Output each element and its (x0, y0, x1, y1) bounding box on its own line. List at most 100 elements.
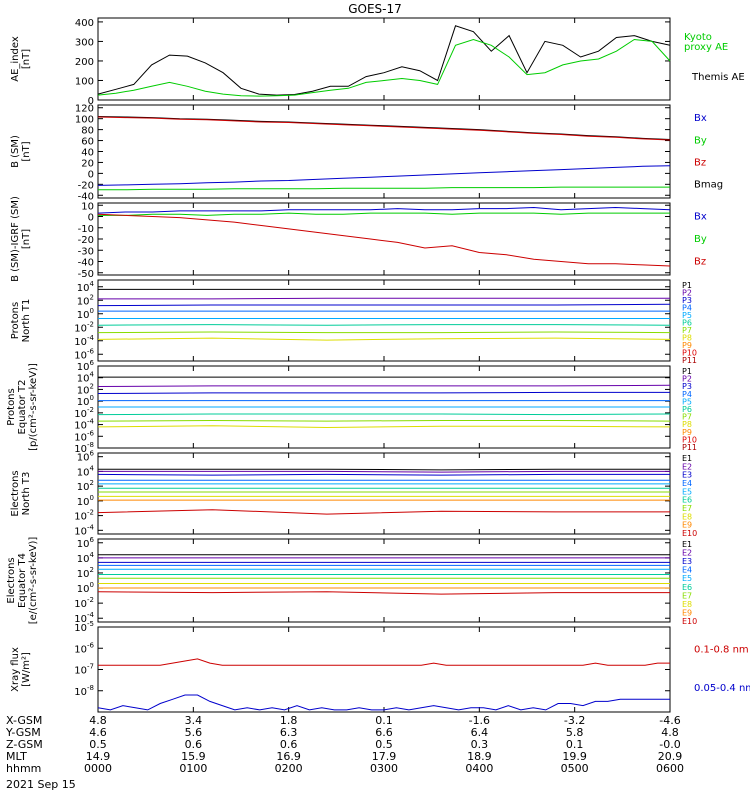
y-axis-label: North T3 (21, 472, 32, 516)
legend-entry: P8 (682, 420, 692, 429)
panel-frame (97, 626, 671, 713)
y-tick-label: -40 (78, 258, 94, 269)
legend-entry: E9 (682, 521, 692, 530)
ephemeris-value: 17.9 (372, 750, 397, 763)
y-tick-label: 10-6 (74, 641, 94, 655)
y-tick-label: 200 (75, 57, 94, 68)
ephemeris-value: 0100 (179, 762, 207, 775)
y-tick-label: 10-4 (74, 334, 94, 348)
y-tick-label: 102 (77, 293, 94, 307)
legend-entry: P7 (682, 326, 692, 335)
y-tick-label: 106 (77, 359, 95, 373)
y-axis-label: [nT] (21, 229, 32, 249)
series-line-1 (98, 468, 670, 471)
ephemeris-value: -4.6 (659, 714, 680, 727)
legend-entry: P10 (682, 349, 697, 358)
legend-entry: P8 (682, 334, 692, 343)
y-tick-label: 20 (81, 158, 94, 169)
legend-entry: P11 (682, 356, 697, 365)
series-line-1 (98, 658, 670, 666)
legend-entry: E6 (682, 583, 692, 592)
ephemeris-value: 5.8 (566, 726, 584, 739)
legend-entry: 0.05-0.4 nm (694, 683, 750, 694)
panel-8: 10-8 10-7 10-6 10-5 Xray flux [W/m²] 0.1-0.8 n… (10, 620, 750, 713)
y-tick-label: -50 (78, 269, 94, 280)
legend-entry: P11 (682, 443, 697, 452)
y-tick-label: 10 (81, 201, 94, 212)
y-tick-label: 102 (77, 566, 94, 580)
ephemeris-value: 6.4 (471, 726, 489, 739)
panel-frame (97, 279, 671, 362)
ephemeris-value: 19.9 (562, 750, 587, 763)
legend-entry: P6 (682, 319, 692, 328)
legend-entry: E10 (682, 617, 697, 626)
y-tick-label: 104 (77, 280, 95, 294)
y-tick-label: 10-5 (74, 620, 94, 634)
legend-entry: Bx (694, 211, 707, 222)
series-line-6 (97, 413, 671, 416)
date-label: 2021 Sep 15 (6, 778, 76, 791)
legend-entry: P7 (682, 413, 692, 422)
legend-entry: By (694, 135, 707, 146)
y-tick-label: 0 (88, 96, 94, 107)
ephemeris-row-label: X-GSM (6, 714, 42, 727)
y-tick-label: 10-8 (74, 441, 94, 455)
ephemeris-row-label: Z-GSM (6, 738, 43, 751)
ephemeris-table: X-GSMY-GSMZ-GSMMLThhmm4.84.60.514.900003… (5, 714, 684, 775)
panel-frame (97, 452, 671, 535)
y-tick-label: 102 (77, 382, 94, 396)
y-axis-label: [e/(cm²-s-sr-keV)] (28, 537, 39, 625)
ephemeris-value: 0.5 (375, 738, 393, 751)
y-tick-label: 10-8 (74, 684, 94, 698)
legend-entry: P6 (682, 405, 692, 414)
legend-entry: P3 (682, 296, 692, 305)
y-tick-label: 104 (77, 371, 95, 385)
ephemeris-value: 4.8 (661, 726, 679, 739)
series-line-3 (97, 213, 671, 267)
ephemeris-row-label: hhmm (6, 762, 41, 775)
y-axis-label: Protons (10, 302, 21, 339)
series-line-1 (97, 25, 671, 96)
series-line-1 (97, 116, 671, 140)
series-line-8 (97, 337, 671, 341)
y-tick-label: 106 (77, 450, 95, 464)
legend-entry: 0.1-0.8 nm (694, 644, 749, 655)
ephemeris-value: 18.9 (467, 750, 492, 763)
y-axis-label: North T1 (21, 299, 32, 343)
series-line-2 (97, 38, 671, 97)
y-tick-label: 10-6 (74, 429, 94, 443)
series-line-3 (97, 165, 671, 186)
y-tick-label: 10-2 (74, 596, 94, 610)
legend-entry: E1 (682, 540, 692, 549)
ephemeris-value: -0.0 (659, 738, 680, 751)
legend-entry: E9 (682, 608, 692, 617)
legend-entry: E4 (682, 479, 692, 488)
y-tick-label: 100 (75, 115, 94, 126)
y-axis-label: B (SM) (10, 135, 21, 168)
y-tick-label: 0 (88, 169, 94, 180)
series-line-2 (98, 212, 670, 216)
plot-title: GOES-17 (348, 2, 402, 16)
ephemeris-value: 0.3 (471, 738, 489, 751)
series-line-2 (97, 384, 671, 387)
y-tick-label: 10-2 (74, 320, 94, 334)
legend-entry: E6 (682, 496, 692, 505)
ephemeris-value: 16.9 (276, 750, 301, 763)
legend-entry: E10 (682, 529, 697, 538)
series-line-6 (97, 324, 671, 326)
legend-entry: Bx (694, 113, 707, 124)
legend-entry: E1 (682, 454, 692, 463)
legend-entry: P2 (682, 375, 692, 384)
y-tick-label: -20 (78, 180, 94, 191)
ephemeris-value: 0.5 (89, 738, 107, 751)
legend-entry: E3 (682, 471, 692, 480)
legend-entry: Bmag (694, 180, 723, 191)
series-line-3 (97, 303, 671, 307)
legend-entry: E5 (682, 487, 692, 496)
y-tick-label: 10-4 (74, 418, 94, 432)
y-tick-label: 104 (77, 551, 95, 565)
legend-entry: E8 (682, 600, 692, 609)
